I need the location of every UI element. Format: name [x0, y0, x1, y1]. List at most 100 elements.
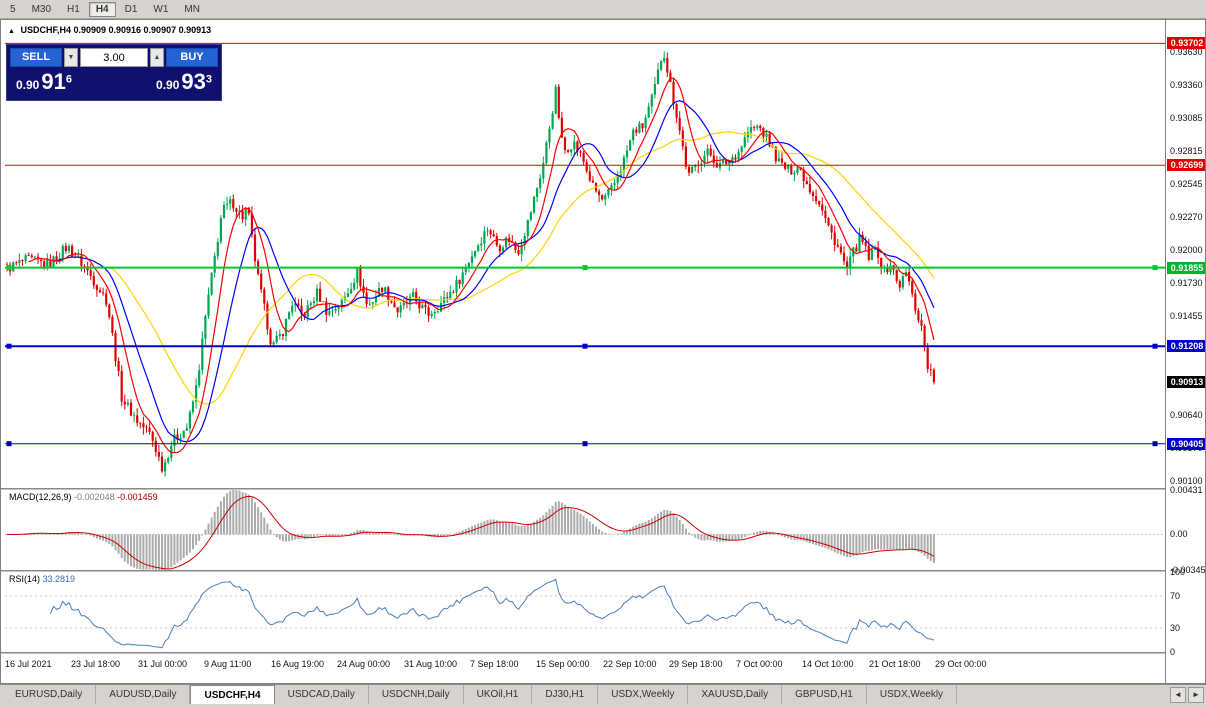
timeframe-button-d1[interactable]: D1	[124, 3, 138, 15]
candlesticks	[5, 51, 935, 477]
price-axis-label: 0.92545	[1170, 178, 1203, 189]
ask-pip-digit: 3	[205, 73, 212, 86]
price-axis[interactable]: 0.93630 0.93360 0.93085 0.92815 0.92545 0.922…	[1165, 20, 1206, 683]
price-level-badge: 0.91208	[1167, 340, 1205, 353]
price-axis-label: 0.91455	[1170, 311, 1203, 322]
price-axis-label: 0.93085	[1170, 113, 1203, 124]
arrow-right-icon: ►	[1192, 690, 1200, 699]
macd-axis-label: 0.00	[1170, 529, 1188, 540]
macd-name: MACD(12,26,9)	[9, 492, 72, 502]
tabs-scroll-right-button[interactable]: ►	[1188, 687, 1204, 703]
trade-controls-row: SELL ▼ ▲ BUY	[10, 48, 218, 67]
price-axis-label: 0.92815	[1170, 146, 1203, 157]
timeframe-button-5[interactable]: 5	[10, 3, 16, 15]
macd-signal-value: -0.001459	[117, 492, 158, 502]
chart-tab-xauusd-daily[interactable]: XAUUSD,Daily	[688, 685, 783, 704]
macd-signal-line	[6, 495, 935, 570]
timeframe-button-h4[interactable]: H4	[88, 1, 116, 17]
trade-prices-row: 0.90916 0.90933	[10, 67, 218, 95]
rsi-axis-label: 100	[1170, 567, 1186, 577]
moving-average-line	[28, 77, 935, 454]
macd-axis-label: -0.00345	[1170, 565, 1206, 575]
time-axis-label: 29 Sep 18:00	[669, 659, 723, 669]
bid-price: 0.90916	[16, 69, 72, 95]
arrow-left-icon: ◄	[1174, 690, 1182, 699]
rsi-name: RSI(14)	[9, 574, 41, 584]
time-axis[interactable]: 16 Jul 2021 23 Jul 18:00 31 Jul 00:00 9 Aug…	[1, 656, 1165, 674]
price-axis-label: 0.90100	[1170, 475, 1203, 486]
price-level-badge: 0.92699	[1167, 159, 1205, 172]
chart-tab-usdx-weekly[interactable]: USDX,Weekly	[867, 685, 958, 704]
price-chart-area[interactable]	[5, 40, 1165, 488]
ask-price: 0.90933	[156, 69, 212, 95]
time-axis-label: 14 Oct 10:00	[802, 659, 854, 669]
buy-button[interactable]: BUY	[166, 48, 218, 67]
chevron-up-icon: ▲	[153, 54, 161, 61]
chevron-down-icon: ▼	[67, 54, 75, 61]
chart-tab-usdx-weekly[interactable]: USDX,Weekly	[598, 685, 689, 704]
collapse-icon[interactable]: ▲	[8, 28, 15, 35]
rsi-axis-label: 30	[1170, 623, 1181, 633]
time-axis-label: 15 Sep 00:00	[536, 659, 590, 669]
timeframe-toolbar: 5 M30 H1 H4 D1 W1 MN	[0, 0, 1206, 19]
timeframe-button-w1[interactable]: W1	[153, 3, 169, 15]
timeframe-button-h1[interactable]: H1	[67, 3, 80, 15]
macd-axis-label: 0.00431	[1170, 485, 1203, 495]
macd-indicator-label: MACD(12,26,9) -0.002048 -0.001459	[9, 492, 158, 502]
horizontal-level-line[interactable]	[5, 441, 1165, 447]
volume-increase-button[interactable]: ▲	[150, 48, 164, 67]
time-axis-label: 7 Sep 18:00	[470, 659, 519, 669]
price-axis-label: 0.92000	[1170, 245, 1203, 256]
chart-tab-ukoil-h1[interactable]: UKOil,H1	[464, 685, 533, 704]
volume-decrease-button[interactable]: ▼	[64, 48, 78, 67]
price-axis-label: 0.90640	[1170, 410, 1203, 421]
chart-tab-gbpusd-h1[interactable]: GBPUSD,H1	[782, 685, 867, 704]
chart-tab-audusd-daily[interactable]: AUDUSD,Daily	[96, 685, 191, 704]
chart-window: ▲ USDCHF,H4 0.90909 0.90916 0.90907 0.90…	[0, 19, 1206, 684]
time-axis-label: 24 Aug 00:00	[337, 659, 391, 669]
rsi-line	[49, 578, 935, 649]
chart-tab-usdchf-h4[interactable]: USDCHF,H4	[190, 685, 275, 704]
chart-tab-usdcnh-daily[interactable]: USDCNH,Daily	[369, 685, 464, 704]
chart-ohlc-header: ▲ USDCHF,H4 0.90909 0.90916 0.90907 0.90…	[8, 25, 211, 35]
time-axis-label: 16 Jul 2021	[5, 659, 52, 669]
timeframe-button-mn[interactable]: MN	[184, 3, 200, 15]
ask-prefix: 0.90	[156, 78, 180, 92]
one-click-trading-panel: SELL ▼ ▲ BUY 0.90916 0.90933	[6, 44, 222, 101]
bid-prefix: 0.90	[16, 78, 40, 92]
panel-separator[interactable]	[1, 488, 1205, 490]
price-axis-label: 0.92270	[1170, 212, 1203, 223]
panel-separator[interactable]	[1, 570, 1205, 572]
chart-tabs: EURUSD,Daily AUDUSD,Daily USDCHF,H4 USDCAD,…	[0, 685, 1206, 704]
time-axis-label: 21 Oct 18:00	[869, 659, 921, 669]
bid-pip-digit: 6	[65, 73, 72, 86]
macd-histogram	[9, 490, 935, 570]
horizontal-level-line[interactable]	[5, 265, 1165, 271]
time-axis-label: 22 Sep 10:00	[603, 659, 657, 669]
chart-symbol-period: USDCHF,H4	[20, 25, 71, 35]
price-level-badge: 0.90405	[1167, 437, 1205, 450]
time-axis-label: 29 Oct 00:00	[935, 659, 987, 669]
time-axis-label: 16 Aug 19:00	[271, 659, 325, 669]
macd-main-value: -0.002048	[74, 492, 115, 502]
price-level-badge: 0.93702	[1167, 37, 1205, 50]
horizontal-level-line[interactable]	[5, 343, 1165, 349]
rsi-panel[interactable]	[5, 572, 1165, 652]
sell-button[interactable]: SELL	[10, 48, 62, 67]
rsi-value: 33.2819	[42, 574, 76, 584]
moving-average-line	[53, 100, 935, 443]
time-axis-label: 9 Aug 11:00	[204, 659, 252, 669]
timeframe-button-m30[interactable]: M30	[31, 3, 52, 15]
volume-input[interactable]	[80, 48, 148, 67]
tabs-scroll-left-button[interactable]: ◄	[1170, 687, 1186, 703]
macd-panel[interactable]	[5, 490, 1165, 570]
chart-ohlc-values: 0.90909 0.90916 0.90907 0.90913	[73, 25, 212, 35]
tabs-scroll-buttons: ◄ ►	[1170, 687, 1204, 703]
bid-big-digits: 91	[41, 69, 66, 94]
chart-tab-usdcad-daily[interactable]: USDCAD,Daily	[275, 685, 369, 704]
panel-separator	[1, 652, 1205, 654]
ask-big-digits: 93	[181, 69, 206, 94]
chart-tab-eurusd-daily[interactable]: EURUSD,Daily	[2, 685, 97, 704]
time-axis-label: 23 Jul 18:00	[71, 659, 121, 669]
chart-tab-dj30-h1[interactable]: DJ30,H1	[532, 685, 599, 704]
